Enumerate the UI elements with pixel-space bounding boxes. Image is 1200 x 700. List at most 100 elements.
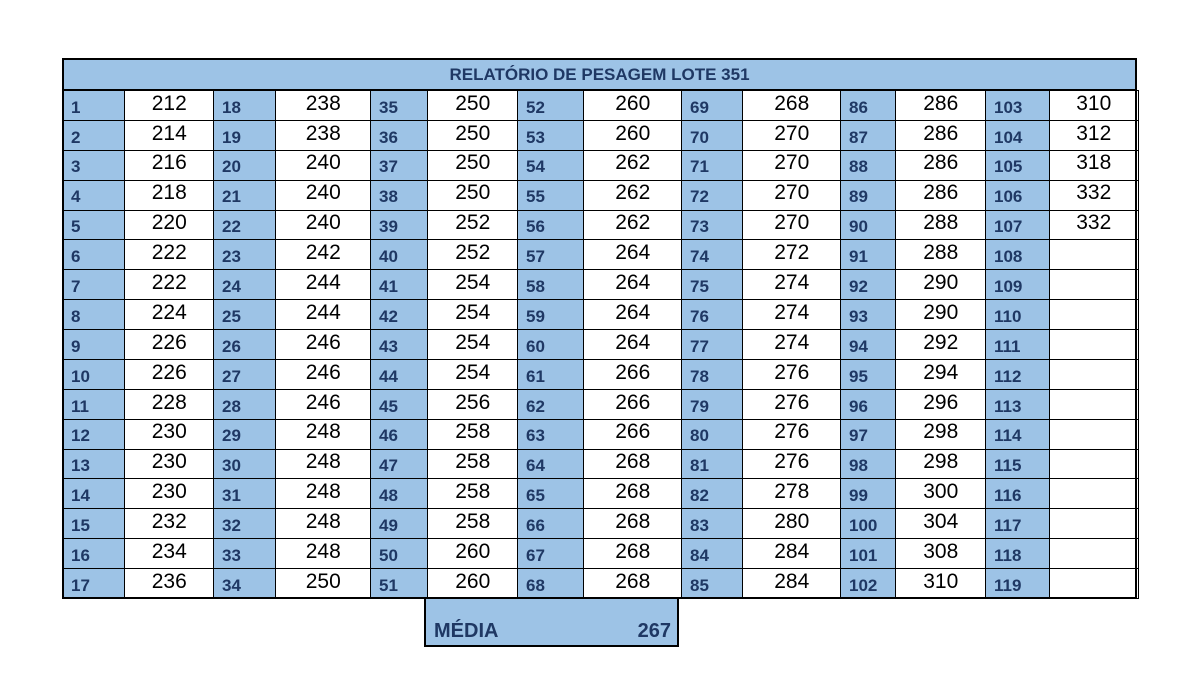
lot-id: 28 xyxy=(213,388,277,421)
lot-id: 93 xyxy=(840,299,897,331)
weight: 230 xyxy=(124,478,215,510)
weight: 286 xyxy=(895,119,987,152)
weight: 268 xyxy=(583,448,683,480)
lot-id: 42 xyxy=(370,299,429,331)
weight: 286 xyxy=(895,90,987,122)
lot-id: 68 xyxy=(517,568,585,600)
weight: 230 xyxy=(124,448,215,480)
lot-id: 46 xyxy=(370,418,429,451)
weight: 332 xyxy=(1049,209,1139,241)
weight: 258 xyxy=(427,418,519,451)
weight: 254 xyxy=(427,269,519,301)
empty-cell xyxy=(1049,478,1139,510)
lot-id: 108 xyxy=(985,239,1051,271)
lot-id: 60 xyxy=(517,329,585,361)
weight: 310 xyxy=(895,568,987,600)
weight: 270 xyxy=(742,179,842,212)
lot-id: 109 xyxy=(985,269,1051,301)
lot-id: 53 xyxy=(517,119,585,152)
weight: 250 xyxy=(427,90,519,122)
lot-id: 106 xyxy=(985,179,1051,212)
lot-id: 115 xyxy=(985,448,1051,480)
lot-id: 92 xyxy=(840,269,897,301)
weight: 270 xyxy=(742,209,842,241)
lot-id: 48 xyxy=(370,478,429,510)
weight: 222 xyxy=(124,269,215,301)
empty-cell xyxy=(1049,358,1139,391)
weight: 276 xyxy=(742,388,842,421)
lot-id: 79 xyxy=(681,388,744,421)
lot-id: 64 xyxy=(517,448,585,480)
lot-id: 51 xyxy=(370,568,429,600)
lot-id: 96 xyxy=(840,388,897,421)
weight: 286 xyxy=(895,149,987,182)
weight: 246 xyxy=(275,358,372,391)
weight: 264 xyxy=(583,269,683,301)
weight: 252 xyxy=(427,239,519,271)
empty-cell xyxy=(1049,538,1139,570)
lot-id: 50 xyxy=(370,538,429,570)
empty-cell xyxy=(1049,239,1139,271)
lot-id: 29 xyxy=(213,418,277,451)
lot-id: 23 xyxy=(213,239,277,271)
lot-id: 39 xyxy=(370,209,429,241)
weight: 230 xyxy=(124,418,215,451)
lot-id: 77 xyxy=(681,329,744,361)
weight: 252 xyxy=(427,209,519,241)
weight: 268 xyxy=(583,568,683,600)
weight: 308 xyxy=(895,538,987,570)
lot-id: 97 xyxy=(840,418,897,451)
summary-label: MÉDIA xyxy=(434,619,499,642)
weight: 276 xyxy=(742,358,842,391)
lot-id: 43 xyxy=(370,329,429,361)
weight: 332 xyxy=(1049,179,1139,212)
weight: 266 xyxy=(583,388,683,421)
lot-id: 56 xyxy=(517,209,585,241)
lot-id: 111 xyxy=(985,329,1051,361)
lot-id: 75 xyxy=(681,269,744,301)
weight: 242 xyxy=(275,239,372,271)
lot-id: 7 xyxy=(62,269,126,301)
weight: 264 xyxy=(583,239,683,271)
lot-id: 25 xyxy=(213,299,277,331)
summary-box: MÉDIA 267 xyxy=(424,597,679,647)
lot-id: 94 xyxy=(840,329,897,361)
lot-id: 13 xyxy=(62,448,126,480)
lot-id: 107 xyxy=(985,209,1051,241)
weight: 254 xyxy=(427,299,519,331)
weight: 290 xyxy=(895,269,987,301)
lot-id: 80 xyxy=(681,418,744,451)
lot-id: 58 xyxy=(517,269,585,301)
lot-id: 57 xyxy=(517,239,585,271)
weight: 318 xyxy=(1049,149,1139,182)
lot-id: 6 xyxy=(62,239,126,271)
empty-cell xyxy=(1049,568,1139,600)
weight: 212 xyxy=(124,90,215,122)
weight: 226 xyxy=(124,329,215,361)
lot-id: 12 xyxy=(62,418,126,451)
report-title: RELATÓRIO DE PESAGEM LOTE 351 xyxy=(62,58,1137,91)
weight: 268 xyxy=(583,538,683,570)
lot-id: 119 xyxy=(985,568,1051,600)
empty-cell xyxy=(1049,299,1139,331)
lot-id: 95 xyxy=(840,358,897,391)
lot-id: 31 xyxy=(213,478,277,510)
weight: 248 xyxy=(275,478,372,510)
weight: 266 xyxy=(583,358,683,391)
lot-id: 4 xyxy=(62,179,126,212)
lot-id: 86 xyxy=(840,90,897,122)
summary-value: 267 xyxy=(637,619,671,642)
lot-id: 3 xyxy=(62,149,126,182)
lot-id: 102 xyxy=(840,568,897,600)
lot-id: 62 xyxy=(517,388,585,421)
lot-id: 69 xyxy=(681,90,744,122)
lot-id: 21 xyxy=(213,179,277,212)
lot-id: 17 xyxy=(62,568,126,600)
lot-id: 36 xyxy=(370,119,429,152)
lot-id: 61 xyxy=(517,358,585,391)
weight: 266 xyxy=(583,418,683,451)
lot-id: 73 xyxy=(681,209,744,241)
weight: 254 xyxy=(427,329,519,361)
lot-id: 27 xyxy=(213,358,277,391)
lot-id: 85 xyxy=(681,568,744,600)
